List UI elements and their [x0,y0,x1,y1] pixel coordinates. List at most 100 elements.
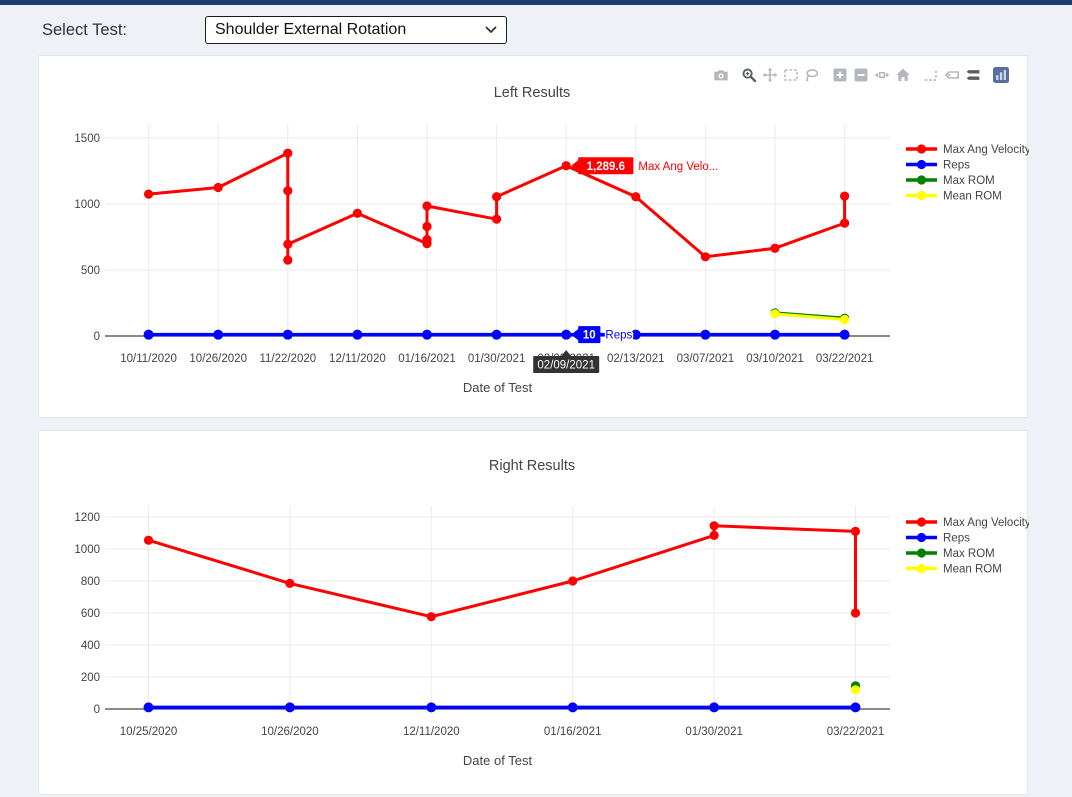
legend-item-reps[interactable]: Reps [906,533,970,545]
left-results-chart[interactable]: 0 500 1000 1500 10/11/2020 10/26/2020 11/22/20… [39,56,1029,419]
series-reps-marker[interactable] [352,329,363,340]
series-reps-marker[interactable] [839,329,850,340]
legend-marker [916,175,927,185]
series-max-ang-velocity-marker[interactable] [283,239,293,249]
legend-item-max-rom[interactable]: Max ROM [906,548,995,560]
series-max-ang-velocity-marker[interactable] [143,535,154,545]
series-mean-rom-marker[interactable] [770,309,780,319]
top-accent-bar [0,0,1072,5]
series-max-ang-velocity-marker[interactable] [709,530,719,540]
legend-marker [916,144,927,154]
series-max-ang-velocity-marker[interactable] [352,208,362,218]
series-reps-marker[interactable] [770,329,780,340]
hover-date: 02/09/2021 [537,360,595,372]
series-max-ang-velocity-marker[interactable] [840,191,850,201]
legend-label: Reps [943,160,970,172]
series-reps-marker[interactable] [850,702,861,713]
legend-item-reps[interactable]: Reps [906,160,970,172]
reset-axes-home-icon[interactable] [894,66,911,83]
series-max-ang-velocity-marker[interactable] [144,189,154,199]
series-reps-marker[interactable] [282,329,293,340]
plotly-logo-icon[interactable] [992,66,1009,83]
legend-marker [916,563,927,574]
series-reps-marker[interactable] [422,329,432,340]
series-max-ang-velocity-marker[interactable] [850,608,861,618]
series-max-ang-velocity-marker[interactable] [492,192,502,202]
pan-icon[interactable] [761,66,778,83]
test-select[interactable]: Shoulder External Rotation [205,16,507,44]
x-tick-label: 03/10/2021 [746,353,804,365]
hover-compare-icon[interactable] [964,66,981,83]
series-max-ang-velocity-marker[interactable] [700,252,711,262]
series-max-ang-velocity-marker[interactable] [492,214,502,224]
series-reps-marker[interactable] [491,329,502,340]
series-reps-marker[interactable] [143,702,154,713]
y-tick-label: 200 [81,672,100,684]
legend-label: Max Ang Velocity [943,517,1029,529]
series-max-ang-velocity-marker[interactable] [850,526,861,536]
legend-item-mean-rom[interactable]: Mean ROM [906,564,1002,576]
camera-icon[interactable] [712,66,729,83]
legend-label: Max ROM [943,548,995,560]
series-max-ang-velocity-line [148,524,857,619]
series-reps-marker[interactable] [213,329,224,340]
series-reps-marker[interactable] [567,702,578,713]
legend-item-mean-rom[interactable]: Mean ROM [906,191,1002,203]
autoscale-icon[interactable] [873,66,890,83]
hover-series-name: Reps [605,330,632,342]
series-reps-marker[interactable] [700,329,711,340]
x-tick-label: 03/22/2021 [827,726,885,738]
series-max-ang-velocity-marker[interactable] [770,243,780,253]
series-max-ang-velocity-marker[interactable] [709,521,719,531]
series-max-ang-velocity-marker[interactable] [283,148,293,158]
legend-item-max-rom[interactable]: Max ROM [906,175,995,187]
y-tick-label: 0 [94,704,100,716]
series-reps-marker[interactable] [630,329,641,340]
x-axis-title: Date of Test [463,753,533,768]
x-tick-label: 01/16/2021 [398,353,456,365]
series-max-ang-velocity-marker[interactable] [631,192,641,202]
zoom-out-icon[interactable] [852,66,869,83]
series-mean-rom-marker[interactable] [840,314,850,325]
x-tick-label: 03/22/2021 [816,353,874,365]
series-max-ang-velocity-marker[interactable] [561,161,571,171]
series-max-ang-velocity-marker[interactable] [426,612,436,622]
series-mean-rom-marker[interactable] [850,685,861,695]
series-max-ang-velocity-marker[interactable] [283,186,293,196]
series-max-ang-velocity-marker[interactable] [840,218,850,228]
box-select-icon[interactable] [782,66,799,83]
hover-label-max-ang-velocity: 1,289.6 Max Ang Velo... [571,157,720,175]
y-tick-label: 400 [81,640,100,652]
x-tick-label: 01/30/2021 [468,353,526,365]
series-reps-marker[interactable] [143,329,154,340]
y-tick-label: 0 [94,331,100,343]
series-reps-marker[interactable] [709,702,720,713]
series-max-ang-velocity-marker[interactable] [422,201,432,211]
series-max-ang-velocity-marker[interactable] [283,255,293,265]
series-reps-marker[interactable] [426,702,437,713]
x-tick-label: 02/13/2021 [607,353,665,365]
zoom-icon[interactable] [740,66,757,83]
hover-value: 10 [583,330,596,342]
legend-label: Reps [943,533,970,545]
x-tick-label: 10/26/2020 [189,353,247,365]
toggle-spikelines-icon[interactable] [922,66,939,83]
series-max-ang-velocity-marker[interactable] [422,235,432,245]
y-tick-label: 500 [81,265,100,277]
zoom-in-icon[interactable] [831,66,848,83]
series-max-ang-velocity-marker[interactable] [568,576,578,586]
series-reps-marker[interactable] [561,329,572,340]
y-tick-label: 1500 [74,133,100,145]
legend-item-max-ang-velocity[interactable]: Max Ang Velocity [906,517,1029,529]
lasso-select-icon[interactable] [803,66,820,83]
series-max-ang-velocity-marker[interactable] [285,578,295,588]
legend-marker [916,190,927,201]
series-max-ang-velocity-marker[interactable] [422,221,432,232]
hover-closest-icon[interactable] [943,66,960,83]
right-results-chart[interactable]: 0 200 400 600 800 1000 1200 10/25/2020 10/26/202… [39,431,1029,796]
series-max-ang-velocity-marker[interactable] [213,182,223,193]
legend-item-max-ang-velocity[interactable]: Max Ang Velocity [906,144,1029,156]
x-tick-label: 12/11/2020 [329,353,386,365]
series-reps-marker[interactable] [284,702,295,713]
chart-title: Left Results [494,85,571,101]
